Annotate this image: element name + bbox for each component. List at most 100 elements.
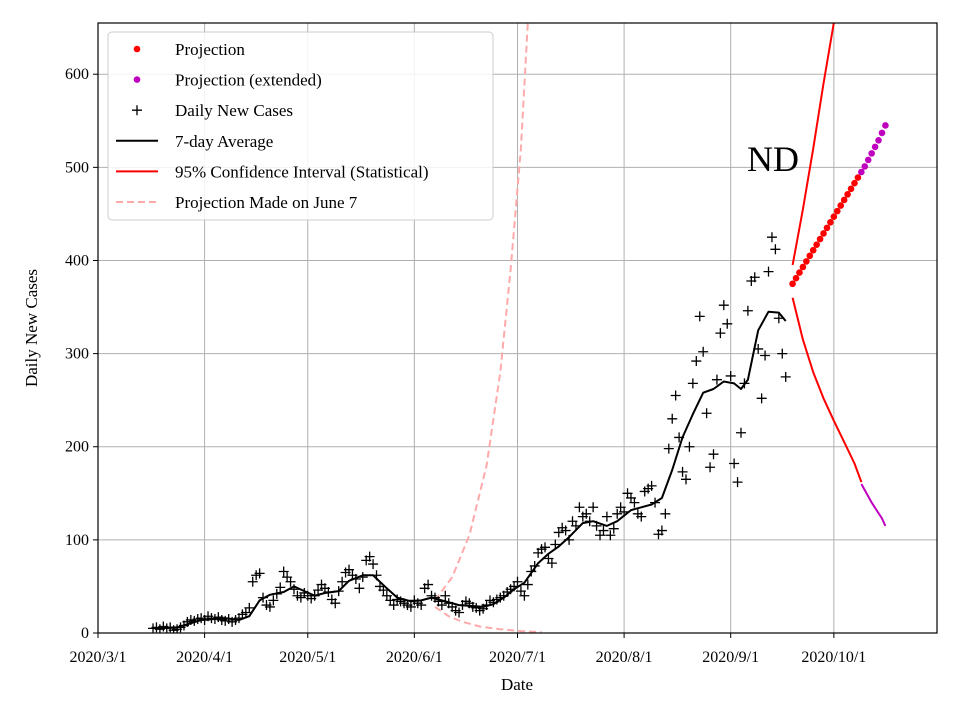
daily-cases-point (268, 595, 279, 606)
daily-cases-point (684, 441, 695, 452)
x-tick-label: 2020/6/1 (386, 649, 443, 666)
daily-cases-point (313, 585, 324, 596)
seven-day-average-line (152, 310, 787, 630)
june7-projection-upper (434, 23, 529, 601)
projection-point (792, 274, 800, 282)
daily-cases-point (777, 348, 788, 359)
daily-cases-point (405, 601, 416, 612)
x-tick-label: 2020/8/1 (596, 649, 653, 666)
x-tick-label: 2020/3/1 (70, 649, 127, 666)
projection-point (837, 202, 845, 209)
daily-cases-point (711, 374, 722, 385)
projection-point (844, 191, 851, 198)
daily-cases-point (780, 371, 791, 382)
daily-cases-point (278, 566, 289, 577)
legend: Projection Projection (extended) Daily New… (107, 31, 494, 221)
daily-cases-point (522, 579, 533, 590)
daily-cases-point (701, 408, 712, 419)
legend-label: 7-day Average (175, 132, 273, 151)
y-tick-label: 500 (65, 159, 89, 176)
daily-cases-point (656, 525, 667, 536)
legend-label: 95% Confidence Interval (Statistical) (175, 162, 429, 181)
x-tick-label: 2020/7/1 (489, 649, 546, 666)
daily-cases-point (729, 458, 740, 469)
y-tick-label: 300 (65, 346, 89, 363)
projection-extended-point (882, 122, 889, 129)
daily-cases-point (636, 511, 647, 522)
daily-cases-point (663, 443, 674, 454)
daily-cases-point (574, 502, 585, 513)
daily-cases-point (691, 356, 702, 367)
ci-lower-line (791, 297, 863, 483)
y-tick-label: 100 (65, 532, 89, 549)
legend-box (107, 31, 494, 221)
legend-marker-plus (132, 105, 142, 116)
daily-cases-point (612, 508, 623, 519)
projection-point (847, 185, 855, 193)
daily-cases-point (608, 523, 619, 534)
projection-point (851, 179, 858, 187)
daily-cases-point (330, 598, 341, 609)
daily-cases-point (540, 542, 551, 553)
x-tick-label: 2020/4/1 (176, 649, 233, 666)
projection-point (806, 252, 814, 260)
projection-point (816, 235, 824, 243)
projection-extended-point (878, 129, 886, 137)
daily-cases-point (512, 576, 523, 587)
daily-cases-point (588, 502, 599, 513)
june7-projection-lower (434, 606, 542, 633)
projection-extended-point (868, 150, 875, 157)
legend-label: Projection (175, 40, 245, 59)
daily-cases-point (344, 564, 355, 575)
daily-cases-point (670, 390, 681, 401)
daily-cases-point (722, 318, 733, 329)
projection-extended-point (875, 137, 882, 144)
y-axis-label: Daily New Cases (22, 269, 41, 387)
daily-cases-point (440, 590, 451, 601)
daily-cases-point (364, 551, 375, 562)
x-tick-label: 2020/9/1 (702, 649, 759, 666)
legend-label: Daily New Cases (175, 101, 293, 120)
daily-cases-point (732, 477, 743, 488)
projection-point (799, 263, 807, 271)
legend-marker-dot (133, 76, 141, 83)
daily-cases-point (601, 511, 612, 522)
daily-cases-point (629, 497, 640, 508)
daily-cases-point (388, 600, 399, 611)
projection-point (830, 213, 838, 221)
projection-extended-point (864, 156, 872, 164)
daily-cases-point (698, 346, 709, 357)
daily-cases-point (694, 311, 705, 322)
daily-cases-point (763, 266, 774, 277)
y-tick-label: 0 (81, 625, 89, 642)
daily-cases-point (742, 305, 753, 316)
daily-cases-point (756, 393, 767, 404)
projection-extended-point (861, 163, 869, 170)
projection-point (803, 258, 810, 265)
daily-cases-point (660, 508, 671, 519)
daily-cases-point (605, 530, 616, 541)
y-tick-label: 200 (65, 439, 89, 456)
projection-extended-point (871, 143, 879, 151)
daily-cases-point (423, 579, 434, 590)
plot-area (148, 23, 889, 633)
daily-cases-point (749, 272, 760, 283)
daily-cases-point (736, 427, 747, 438)
ci-extended-line (860, 483, 887, 527)
daily-cases-point (337, 576, 348, 587)
daily-cases-point (705, 462, 716, 473)
daily-cases-point (368, 559, 379, 570)
daily-cases-point (247, 576, 258, 587)
daily-cases-point (770, 244, 781, 255)
ci-upper-line (791, 23, 835, 266)
ticks: 2020/3/1 2020/4/1 2020/5/1 2020/6/1 2020/7/1… (65, 66, 866, 666)
x-axis-label: Date (501, 675, 533, 694)
projection-point (796, 269, 803, 276)
daily-cases-point (244, 602, 255, 613)
legend-marker-dot (133, 45, 141, 53)
legend-label: Projection Made on June 7 (175, 193, 358, 212)
projection-point (809, 246, 817, 254)
daily-cases-point (715, 328, 726, 339)
daily-cases-point (436, 600, 447, 611)
